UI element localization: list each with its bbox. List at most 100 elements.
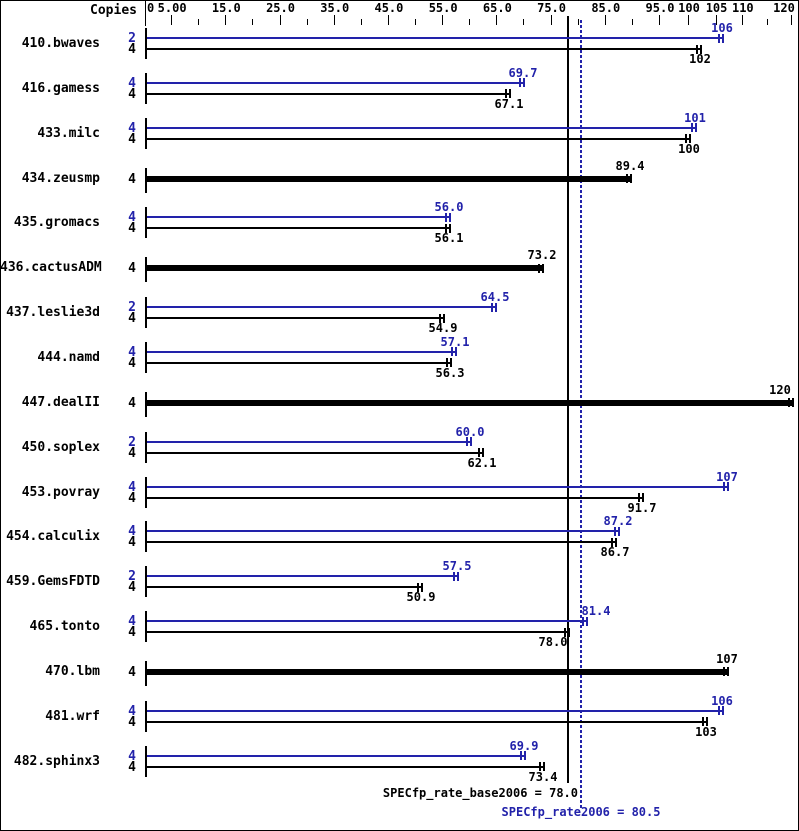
group-spine [145, 73, 147, 104]
bar-value-label: 73.2 [527, 248, 557, 262]
bar-end-marker [449, 213, 451, 222]
bar-value-label: 67.1 [494, 97, 524, 111]
bar-end-marker [466, 437, 468, 446]
bar-base [147, 227, 449, 229]
bar-end-marker [586, 617, 588, 626]
bar-end-marker [723, 482, 725, 491]
copies-value: 4 [128, 396, 136, 411]
bar-end-marker [538, 264, 540, 273]
bar-end-marker [439, 314, 441, 323]
benchmark-label: 481.wrf [45, 709, 100, 724]
bar-end-marker [445, 213, 447, 222]
bar-end-marker [722, 706, 724, 715]
copies-value: 4 [128, 760, 136, 775]
axis-tick-mark [388, 15, 389, 25]
base-summary-label: SPECfp_rate_base2006 = 78.0 [382, 786, 578, 800]
group-spine [145, 392, 147, 417]
bar-value-label: 107 [716, 470, 738, 484]
bar-value-label: 56.1 [434, 231, 464, 245]
bar-value-label: 56.0 [434, 200, 464, 214]
benchmark-label: 435.gromacs [13, 215, 100, 230]
bar-end-marker [718, 706, 720, 715]
axis-tick-label: 65.0 [482, 1, 512, 15]
bar-value-label: 69.9 [509, 739, 539, 753]
copies-value: 4 [128, 261, 136, 276]
bar-peak [147, 575, 457, 577]
bar-peak [147, 486, 727, 488]
copies-value: 4 [128, 446, 136, 461]
bar-value-label: 89.4 [615, 159, 645, 173]
axis-minor-tick-mark [307, 19, 308, 25]
bar-end-marker [618, 527, 620, 536]
copies-axis-divider [145, 1, 146, 26]
axis-tick-label: 85.0 [591, 1, 621, 15]
bar-end-marker [443, 314, 445, 323]
bar-end-marker [723, 667, 725, 676]
bar-end-marker [449, 224, 451, 233]
bar-peak [147, 216, 449, 218]
axis-tick-label: 55.0 [428, 1, 458, 15]
bar-end-marker [685, 134, 687, 143]
bar-end-marker [691, 123, 693, 132]
benchmark-label: 454.calculix [6, 529, 100, 544]
axis-minor-tick-mark [578, 19, 579, 25]
axis-minor-tick-mark [361, 19, 362, 25]
bar-end-marker [482, 448, 484, 457]
axis-tick-mark [225, 15, 226, 25]
axis-tick-label: 35.0 [320, 1, 350, 15]
bar-basepeak [147, 400, 792, 406]
copies-value: 4 [128, 665, 136, 680]
bar-value-label: 50.9 [406, 590, 436, 604]
bar-base [147, 497, 642, 499]
axis-tick-mark [659, 15, 660, 25]
group-spine [145, 746, 147, 777]
axis-tick-mark [334, 15, 335, 25]
bar-end-marker [630, 174, 632, 183]
axis-minor-tick-mark [632, 19, 633, 25]
group-spine [145, 297, 147, 328]
bar-peak [147, 755, 524, 757]
bar-value-label: 78.0 [538, 635, 568, 649]
bar-end-marker [470, 437, 472, 446]
group-spine [145, 661, 147, 686]
bar-end-marker [702, 717, 704, 726]
copies-value: 2 [128, 435, 136, 450]
copies-value: 4 [128, 524, 136, 539]
benchmark-label: 482.sphinx3 [13, 754, 100, 769]
bar-end-marker [706, 717, 708, 726]
peak-mean-line [580, 20, 582, 808]
axis-tick-label: 105 [705, 1, 728, 15]
axis-tick-label: 75.0 [537, 1, 567, 15]
benchmark-label: 470.lbm [45, 664, 100, 679]
axis-tick-label: 25.0 [266, 1, 295, 15]
axis-minor-tick-mark [523, 19, 524, 25]
bar-peak [147, 441, 470, 443]
bar-end-marker [792, 398, 794, 407]
bar-end-marker [495, 303, 497, 312]
benchmark-label: 453.povray [21, 485, 100, 500]
bar-end-marker [451, 347, 453, 356]
bar-base [147, 317, 443, 319]
bar-peak [147, 82, 523, 84]
axis-tick-mark [442, 15, 443, 25]
bar-value-label: 102 [689, 52, 711, 66]
bar-basepeak [147, 265, 542, 271]
copies-value: 4 [128, 356, 136, 371]
bar-value-label: 101 [684, 111, 706, 125]
bar-end-marker [520, 751, 522, 760]
group-spine [145, 118, 147, 149]
copies-value: 4 [128, 480, 136, 495]
bar-base [147, 586, 421, 588]
copies-value: 4 [128, 76, 136, 91]
bar-end-marker [491, 303, 493, 312]
copies-value: 4 [128, 210, 136, 225]
bar-end-marker [689, 134, 691, 143]
axis-tick-mark [605, 15, 606, 25]
bar-base [147, 452, 482, 454]
bar-end-marker [450, 358, 452, 367]
axis-tick-mark [280, 15, 281, 25]
bar-end-marker [642, 493, 644, 502]
bar-peak [147, 306, 495, 308]
axis-tick-mark [688, 15, 689, 25]
benchmark-label: 416.gamess [21, 81, 100, 96]
